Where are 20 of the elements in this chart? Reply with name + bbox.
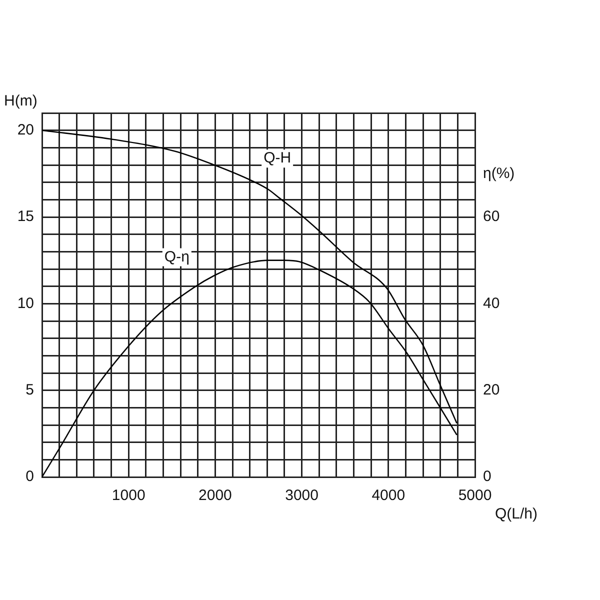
y-tick-label: 20 (17, 121, 34, 138)
y2-tick-label: 40 (483, 294, 500, 312)
y-tick-label: 15 (17, 208, 34, 226)
x-tick-label: 5000 (458, 487, 492, 504)
x-axis-title: Q(L/h) (495, 506, 538, 523)
y2-axis-title: η(%) (483, 164, 515, 182)
x-tick-label: 3000 (285, 487, 318, 504)
series-label: Q-H (264, 150, 292, 167)
y-tick-label: 10 (17, 294, 34, 312)
y2-tick-label: 60 (483, 208, 500, 226)
y-axis-title: H(m) (4, 92, 38, 110)
x-tick-label: 1000 (112, 487, 146, 504)
y-tick-label: 5 (26, 381, 34, 398)
line-series (42, 130, 458, 424)
series-label: Q-η (164, 248, 190, 266)
x-tick-label: 2000 (198, 487, 232, 504)
x-tick-label: 4000 (372, 487, 406, 504)
y2-tick-label: 20 (483, 381, 500, 398)
y-tick-label: 0 (26, 468, 34, 486)
y2-tick-label: 0 (483, 468, 492, 486)
